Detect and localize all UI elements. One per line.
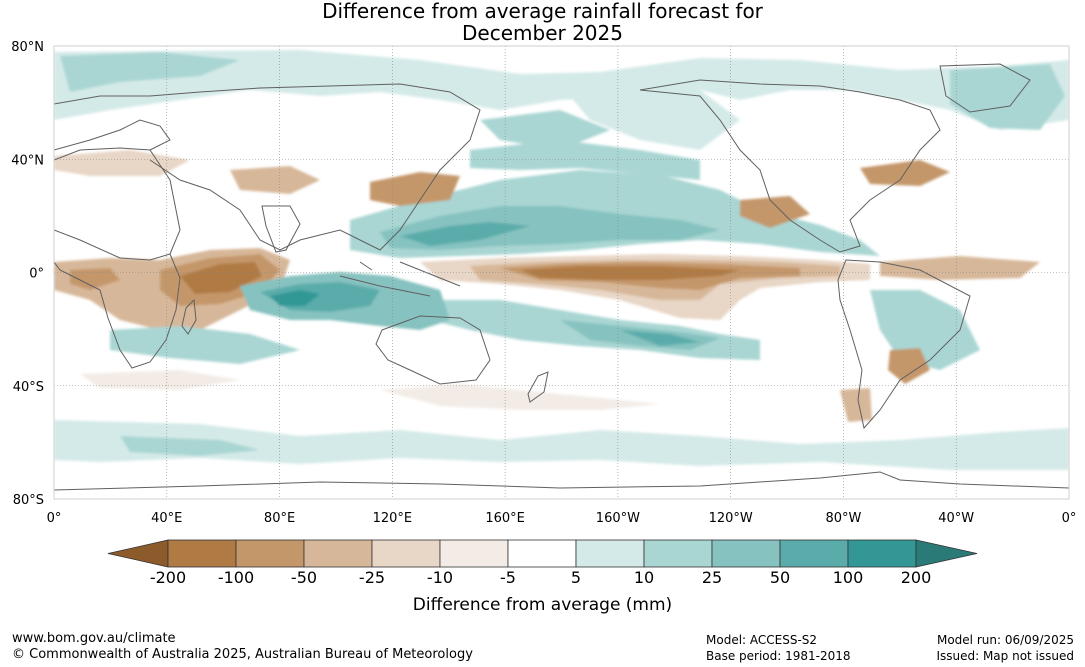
legend-swatch [711,539,781,568]
lon-label: 160°E [485,511,525,526]
footer-copyright: © Commonwealth of Australia 2025, Austra… [12,647,473,662]
footer-base-period: Base period: 1981-2018 [706,649,851,663]
legend-tick-label: 50 [769,568,791,587]
lat-label: 40°S [13,380,44,395]
lon-label: 0° [1062,511,1077,526]
graticule [54,46,1069,499]
lon-label: 40°W [938,511,974,526]
map-title: Difference from average rainfall forecas… [0,0,1085,44]
legend-title: Difference from average (mm) [412,595,673,615]
legend-tick-label: 200 [900,568,932,587]
footer-model-run: Model run: 06/09/2025 [936,633,1074,647]
legend-tick-label: 25 [701,568,723,587]
legend-swatch [575,539,645,568]
legend-colorbar [107,539,978,568]
legend-swatch [847,539,917,568]
lon-label: 0° [47,511,62,526]
legend-tick-label: 5 [570,568,582,587]
legend-arrow-high [915,539,978,568]
legend-tick-label: -100 [217,568,255,587]
rainfall-map: 80°N 40°N 0° 40°S 80°S 0° 40°E 80°E 120°E 160°E 1… [11,40,1077,526]
legend-arrow-low [107,539,169,568]
legend-tick-label: 100 [832,568,864,587]
lon-label: 120°W [709,511,753,526]
legend-tick-label: -10 [426,568,454,587]
legend-swatch [643,539,713,568]
legend-swatch [167,539,237,568]
legend-tick-label: 10 [633,568,655,587]
lon-label: 160°W [596,511,640,526]
footer-issued: Issued: Map not issued [936,649,1074,663]
legend-tick-label: -25 [358,568,386,587]
legend-tick-label: -200 [149,568,187,587]
lat-label: 0° [29,267,44,282]
legend-swatch [235,539,305,568]
lat-label: 40°N [11,153,44,168]
legend-swatch [439,539,509,568]
legend-swatch [507,539,577,568]
lat-label: 80°S [13,493,44,508]
lat-label: 80°N [11,40,44,55]
lon-label: 40°E [151,511,182,526]
footer-url: www.bom.gov.au/climate [12,631,176,646]
lon-label: 120°E [373,511,413,526]
coastlines [54,63,1069,491]
legend-swatch [779,539,849,568]
lon-label: 80°W [825,511,861,526]
longitude-axis: 0° 40°E 80°E 120°E 160°E 160°W 120°W 80°W 40°W 0° [47,511,1077,526]
title-line-2: December 2025 [462,21,623,45]
map-frame [53,45,1070,500]
legend-swatch [303,539,373,568]
latitude-axis: 80°N 40°N 0° 40°S 80°S [11,40,44,508]
lon-label: 80°E [264,511,295,526]
footer-model: Model: ACCESS-S2 [706,633,818,647]
legend-swatch [371,539,441,568]
title-line-1: Difference from average rainfall forecas… [322,0,763,23]
legend-tick-label: -5 [500,568,516,587]
legend-tick-label: -50 [290,568,318,587]
